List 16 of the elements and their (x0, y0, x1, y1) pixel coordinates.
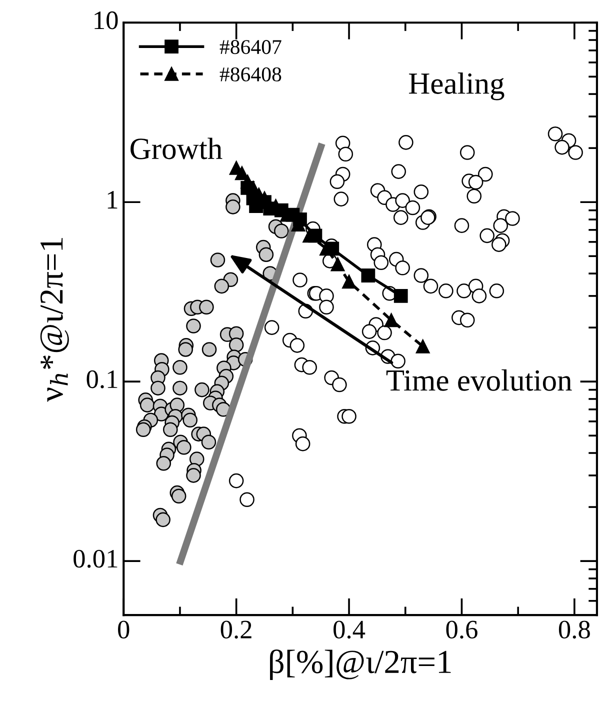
annotation: Time evolution (386, 369, 572, 391)
legend-label: #86408 (220, 67, 282, 82)
x-tick-label: 0.6 (446, 620, 478, 639)
y-tick-label: 0.1 (86, 370, 118, 388)
y-tick-label: 0.01 (74, 550, 118, 568)
annotation: Healing (408, 72, 504, 100)
x-tick-label: 0.4 (334, 620, 366, 639)
y-tick-label: 10 (94, 11, 118, 30)
x-tick-label: 0 (118, 620, 130, 639)
x-axis-title: β[%]@ι/2π=1 (270, 649, 451, 680)
x-tick-label: 0.8 (558, 620, 590, 639)
legend-label: #86407 (220, 40, 282, 54)
y-tick-label: 1 (108, 191, 118, 208)
annotation: Growth (130, 138, 222, 160)
y-axis-title: ν$_{h}$*@ι/2π=1 (40, 238, 69, 402)
x-tick-label: 0.2 (220, 620, 252, 639)
